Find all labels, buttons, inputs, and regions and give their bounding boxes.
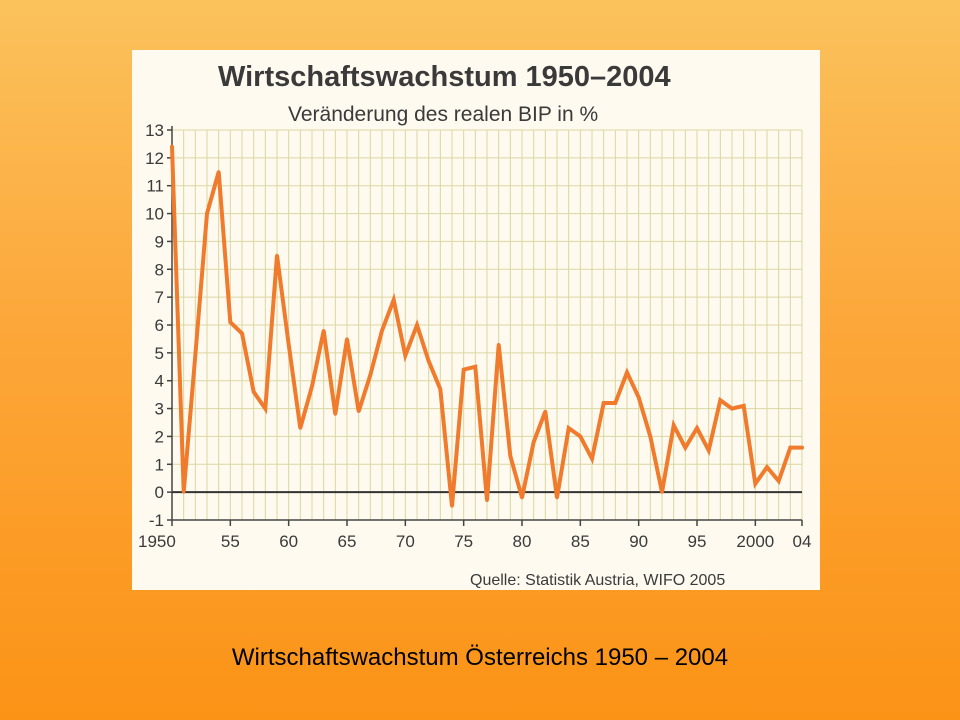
data-point xyxy=(240,331,244,335)
x-tick-label: 65 xyxy=(338,532,357,551)
data-point xyxy=(193,354,197,358)
y-tick-label: 5 xyxy=(155,344,164,363)
data-point xyxy=(695,426,699,430)
data-point xyxy=(298,426,302,430)
data-point xyxy=(555,496,559,500)
x-tick-label: 75 xyxy=(454,532,473,551)
data-point xyxy=(683,445,687,450)
series-layer xyxy=(170,144,804,508)
data-point xyxy=(765,465,769,469)
data-point xyxy=(310,384,314,388)
data-point xyxy=(345,337,349,341)
data-point xyxy=(648,434,652,439)
data-point xyxy=(637,395,641,400)
data-point xyxy=(415,323,419,327)
data-point xyxy=(742,404,746,408)
x-tick-label: 90 xyxy=(629,532,648,551)
grid xyxy=(171,129,803,521)
data-point xyxy=(753,482,757,486)
data-point xyxy=(777,479,781,483)
x-tick-label: 04 xyxy=(793,532,812,551)
y-tick-label: 12 xyxy=(145,149,164,168)
data-point xyxy=(532,440,536,444)
data-point xyxy=(462,367,466,372)
x-tick-label: 95 xyxy=(688,532,707,551)
y-tick-label: 10 xyxy=(145,205,164,224)
y-tick-label: 0 xyxy=(155,483,164,502)
data-point xyxy=(182,490,186,494)
y-tick-label: 3 xyxy=(155,400,164,419)
data-point xyxy=(625,370,629,374)
data-point xyxy=(368,373,372,377)
data-point xyxy=(660,490,664,494)
x-tick-label: 70 xyxy=(396,532,415,551)
data-point xyxy=(520,496,524,500)
x-tick-label: 60 xyxy=(279,532,298,551)
data-point xyxy=(485,498,489,503)
data-point xyxy=(707,448,711,452)
data-point xyxy=(543,409,547,413)
data-point xyxy=(450,504,454,508)
data-point xyxy=(718,398,722,402)
slide-caption: Wirtschaftswachstum Österreichs 1950 – 2… xyxy=(231,644,729,671)
data-point xyxy=(730,406,734,411)
data-point xyxy=(438,387,442,391)
chart-title: Wirtschaftswachstum 1950–2004 xyxy=(218,61,671,93)
data-point xyxy=(217,170,221,174)
data-point xyxy=(205,211,209,216)
y-tick-label: -1 xyxy=(149,511,164,530)
data-point xyxy=(287,342,291,347)
data-point xyxy=(403,354,407,358)
data-point xyxy=(497,342,501,347)
y-tick-label: 11 xyxy=(146,177,164,196)
y-tick-label: 9 xyxy=(155,232,164,251)
data-point xyxy=(508,454,512,458)
chart-subtitle: Veränderung des realen BIP in % xyxy=(288,103,598,126)
data-point xyxy=(170,145,174,149)
data-point xyxy=(427,359,431,363)
x-tick-label: 80 xyxy=(513,532,532,551)
data-point xyxy=(578,434,582,439)
data-point xyxy=(275,253,279,257)
data-point xyxy=(357,409,361,413)
y-tick-label: 4 xyxy=(155,372,164,391)
data-point xyxy=(788,445,792,450)
data-point xyxy=(567,426,571,430)
y-tick-label: 6 xyxy=(155,316,164,335)
y-tick-label: 7 xyxy=(155,288,164,307)
x-tick-label: 1950 xyxy=(138,532,176,551)
x-tick-label: 85 xyxy=(571,532,590,551)
data-point xyxy=(392,298,396,302)
x-tick-label: 2000 xyxy=(736,532,774,551)
source-note: Quelle: Statistik Austria, WIFO 2005 xyxy=(470,572,725,589)
data-point xyxy=(333,412,337,416)
data-point xyxy=(322,328,326,333)
y-tick-label: 13 xyxy=(145,121,164,140)
x-tick-label: 55 xyxy=(221,532,240,551)
data-point xyxy=(672,423,676,427)
y-tick-label: 1 xyxy=(155,455,164,474)
y-tick-label: 8 xyxy=(155,260,164,279)
data-point xyxy=(800,445,804,450)
data-point xyxy=(252,390,256,394)
data-point xyxy=(590,457,594,461)
data-point xyxy=(228,320,232,324)
y-tick-label: 2 xyxy=(155,427,164,446)
data-point xyxy=(613,401,617,405)
data-point xyxy=(380,328,384,333)
data-point xyxy=(473,365,477,369)
data-point xyxy=(263,406,267,411)
chart-figure: -1 0 1 2 3 4 5 6 7 8 9 10 11 12 13 1950 55 60 65 70 75 80 85 90… xyxy=(132,50,820,590)
data-point xyxy=(602,401,606,405)
